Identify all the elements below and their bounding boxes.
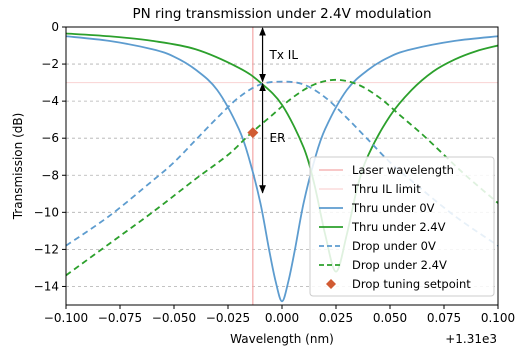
x-tick-label: 0.075 [427,311,461,325]
y-tick-label: −10 [34,205,59,219]
y-tick-label: −8 [41,168,59,182]
reference-lines [66,27,498,305]
y-tick-label: −12 [34,242,59,256]
x-tick-label: 0.025 [319,311,353,325]
legend-label: Thru under 0V [351,201,435,215]
x-tick-label: −0.050 [152,311,196,325]
chart-title: PN ring transmission under 2.4V modulati… [132,6,431,22]
y-axis-ticks: 0 −2 −4 −6 −8 −10 −12 −14 [34,20,66,293]
x-tick-label: −0.075 [98,311,142,325]
annotation-label: ER [270,131,286,145]
annotation-label: Tx IL [269,48,299,62]
y-tick-label: −6 [41,131,59,145]
legend-marker [326,279,336,289]
y-tick-label: −4 [41,94,59,108]
legend-label: Drop under 2.4V [352,258,447,272]
x-axis-label: Wavelength (nm) [230,332,334,346]
legend-box [309,156,495,297]
legend-label: Laser wavelength [352,163,454,177]
annotations: Tx IL ER [247,27,299,194]
x-tick-label: 0.100 [481,311,515,325]
legend-label: Drop under 0V [352,239,436,253]
series-line-drop-under-2-4v [66,78,498,277]
legend: Laser wavelength Thru IL limit Thru under … [309,156,495,297]
legend-label: Thru under 2.4V [351,220,446,234]
series-line-thru-under-0v [66,35,498,303]
y-tick-label: −2 [41,57,59,71]
x-tick-label: −0.025 [206,311,250,325]
x-tick-label: 0.050 [373,311,407,325]
y-tick-label: −14 [34,279,59,293]
x-axis-ticks: −0.100 −0.075 −0.050 −0.025 0.000 0.025 0.050 0… [44,305,515,325]
x-offset-label: +1.31e3 [445,332,497,346]
y-axis-label: Transmission (dB) [11,113,25,221]
legend-label: Thru IL limit [351,182,421,196]
drop-tuning-setpoint-marker [247,127,259,139]
grid [66,26,498,287]
x-tick-label: −0.100 [44,311,88,325]
legend-label: Drop tuning setpoint [352,277,471,291]
y-tick-label: 0 [51,20,59,34]
x-tick-label: 0.000 [265,311,299,325]
